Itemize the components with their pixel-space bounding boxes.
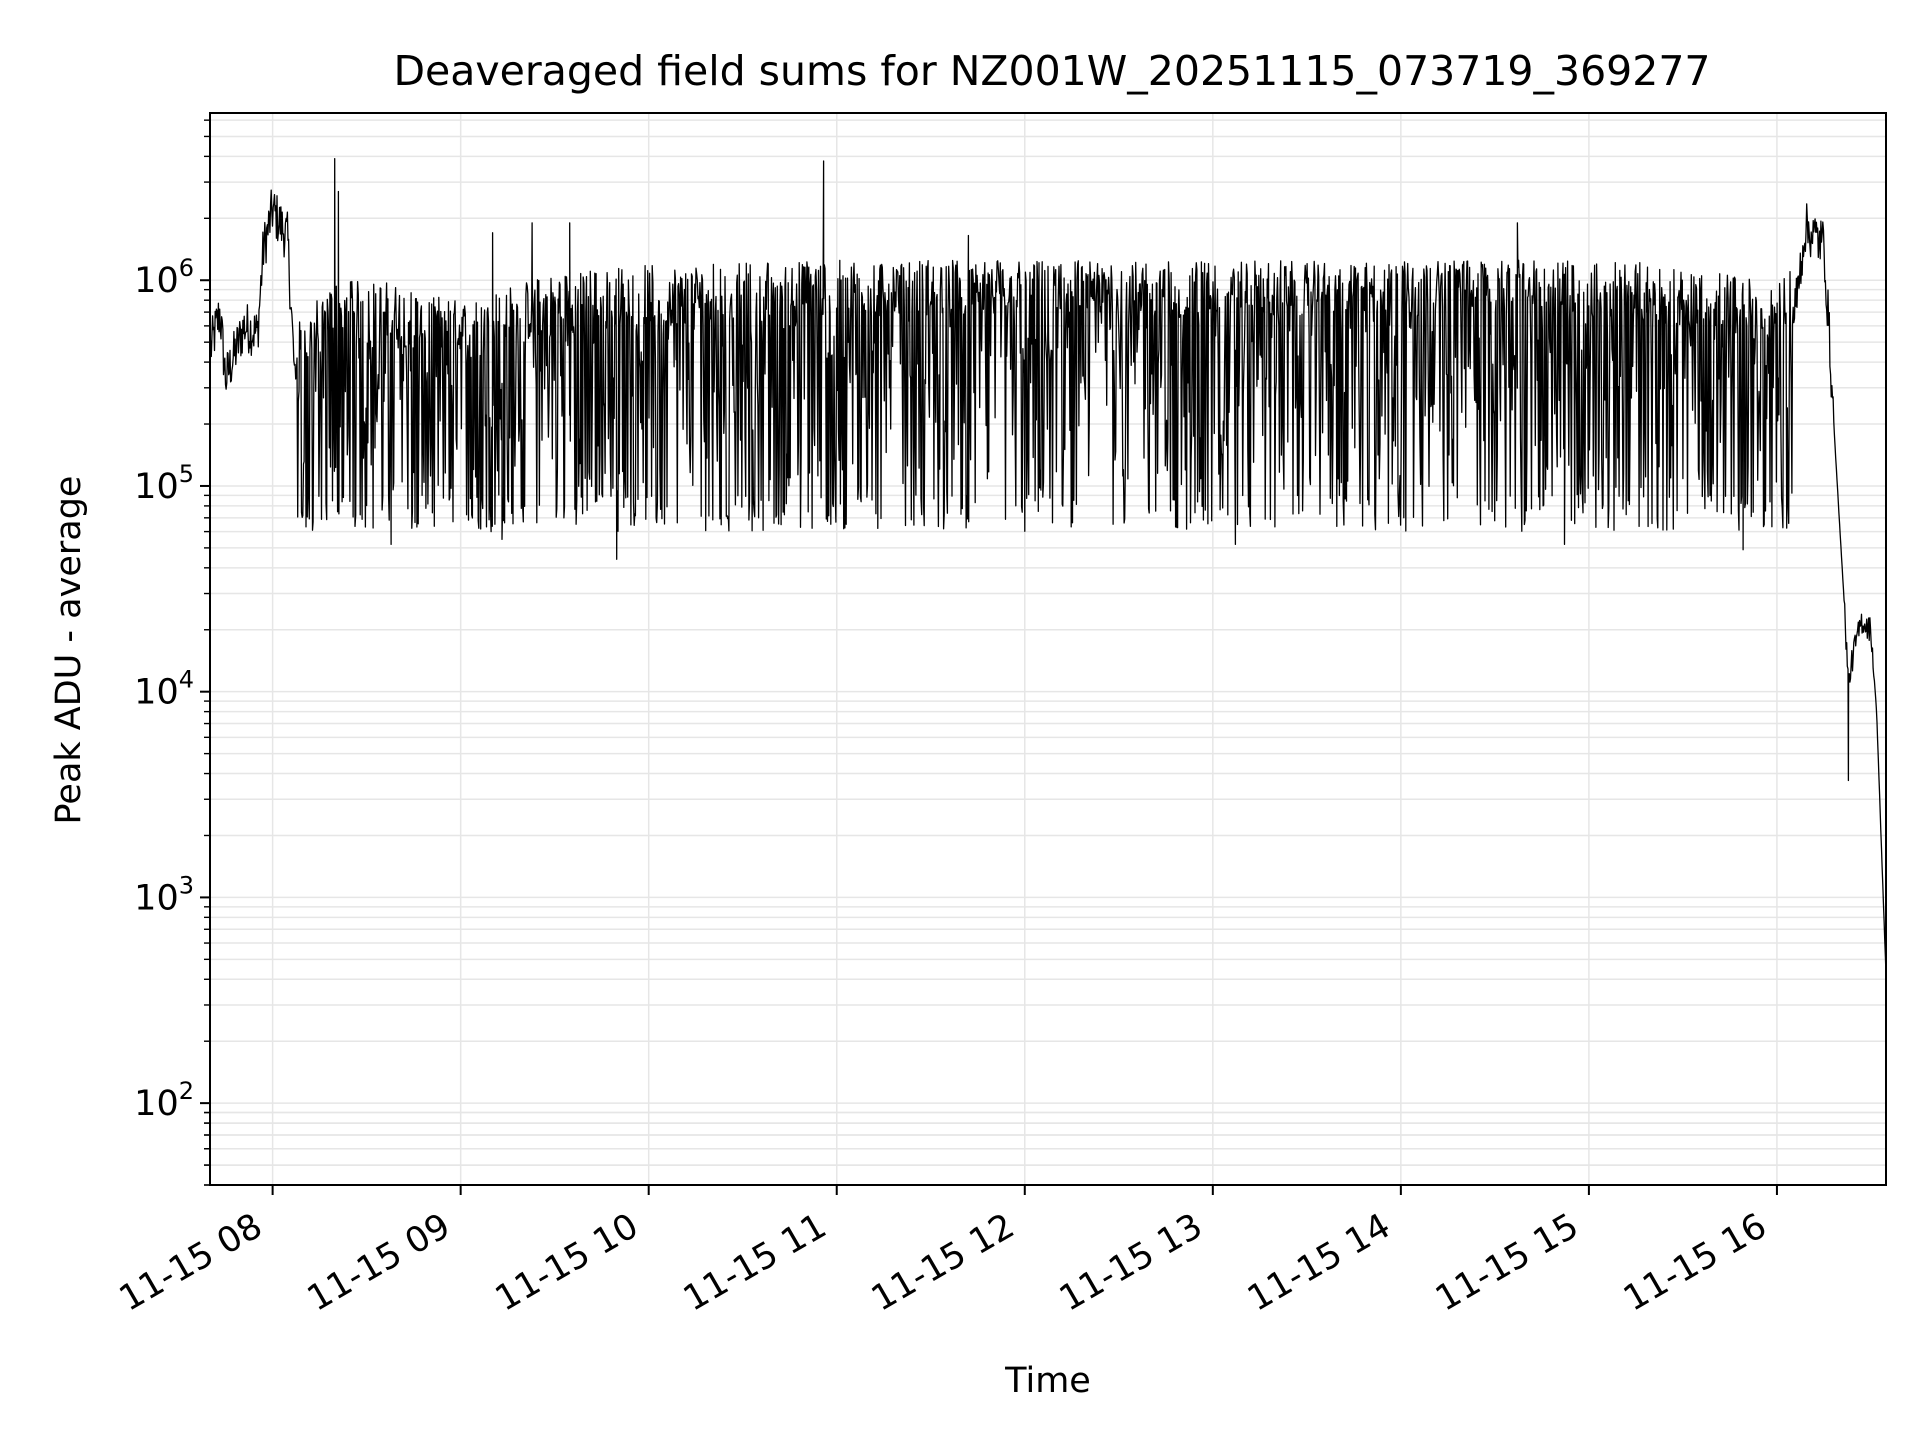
chart-title: Deaveraged field sums for NZ001W_2025111… <box>393 47 1710 95</box>
y-tick-label: 102 <box>134 1077 194 1124</box>
y-tick-label: 105 <box>134 460 194 507</box>
series-group <box>210 157 1886 975</box>
x-axis-label: Time <box>1004 1361 1091 1401</box>
plot-frame <box>209 112 1887 1186</box>
y-tick-label: 103 <box>134 871 194 918</box>
y-tick-label: 104 <box>134 666 194 713</box>
series-line <box>210 157 1886 975</box>
y-tick-label: 106 <box>134 254 194 301</box>
y-axis-label: Peak ADU - average <box>49 476 89 825</box>
